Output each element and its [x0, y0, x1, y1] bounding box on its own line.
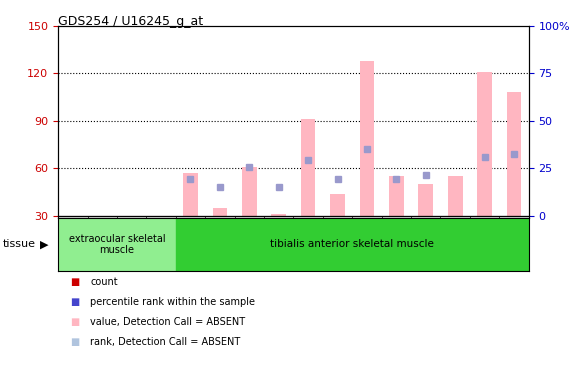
Bar	[360, 60, 374, 216]
Text: percentile rank within the sample: percentile rank within the sample	[90, 297, 255, 307]
Bar	[330, 194, 345, 216]
Text: tissue: tissue	[3, 239, 36, 249]
Bar	[301, 119, 315, 216]
Text: ■: ■	[70, 297, 79, 307]
Bar	[448, 176, 462, 216]
Text: count: count	[90, 277, 118, 287]
Bar	[507, 92, 521, 216]
Text: extraocular skeletal
muscle: extraocular skeletal muscle	[69, 234, 165, 255]
Text: ■: ■	[70, 337, 79, 347]
Text: rank, Detection Call = ABSENT: rank, Detection Call = ABSENT	[90, 337, 241, 347]
Bar	[242, 167, 257, 216]
Bar	[418, 184, 433, 216]
Text: value, Detection Call = ABSENT: value, Detection Call = ABSENT	[90, 317, 245, 327]
Bar	[183, 173, 198, 216]
Bar	[213, 208, 227, 216]
Bar	[477, 72, 492, 216]
Bar	[271, 214, 286, 216]
Text: ▶: ▶	[40, 239, 48, 249]
Text: tibialis anterior skeletal muscle: tibialis anterior skeletal muscle	[270, 239, 434, 249]
Text: ■: ■	[70, 277, 79, 287]
Text: GDS254 / U16245_g_at: GDS254 / U16245_g_at	[58, 15, 203, 28]
Bar	[389, 176, 404, 216]
Text: ■: ■	[70, 317, 79, 327]
